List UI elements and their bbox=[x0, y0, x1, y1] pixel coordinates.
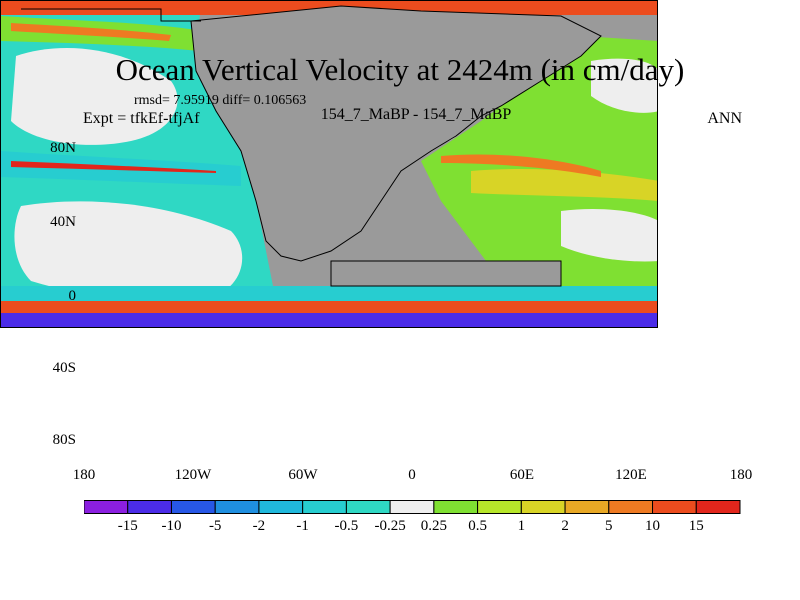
lon-label: 120E bbox=[615, 467, 647, 483]
colorbar-swatch bbox=[83, 500, 129, 514]
lon-label: 60W bbox=[288, 467, 318, 483]
southern-ocean-purple bbox=[1, 313, 657, 327]
colorbar-swatch bbox=[170, 500, 216, 514]
colorbar-label: -15 bbox=[117, 518, 138, 534]
colorbar-swatch bbox=[695, 500, 741, 514]
colorbar-label: 5 bbox=[605, 518, 613, 534]
east-pacific-orange bbox=[441, 154, 601, 177]
colorbar-label: 10 bbox=[645, 518, 661, 534]
colorbar-label: -5 bbox=[208, 518, 222, 534]
colorbar-label: 0.25 bbox=[420, 518, 447, 534]
colorbar-swatch bbox=[127, 500, 172, 514]
lat-label: 80N bbox=[50, 140, 76, 156]
colorbar-swatch bbox=[433, 500, 479, 514]
lat-label: 0 bbox=[68, 288, 77, 304]
colorbar-swatch bbox=[345, 500, 391, 514]
lon-label: 0 bbox=[408, 467, 416, 483]
lon-label: 180 bbox=[729, 467, 753, 483]
lon-label: 60E bbox=[509, 467, 535, 483]
land-south-polar bbox=[330, 260, 562, 287]
coastline-north bbox=[21, 8, 201, 22]
season-label: ANN bbox=[707, 110, 742, 127]
colorbar-label: 1 bbox=[517, 518, 526, 534]
south-pacific-weak bbox=[14, 201, 243, 303]
equatorial-red-streak bbox=[11, 161, 216, 173]
southern-ocean-red bbox=[1, 301, 657, 313]
colorbar-swatch bbox=[214, 500, 260, 514]
colorbar-label: -0.5 bbox=[334, 518, 359, 534]
lat-label: 40N bbox=[50, 214, 76, 230]
velocity-field-map bbox=[1, 1, 657, 327]
colorbar-swatch bbox=[389, 500, 435, 514]
case-names: 154_7_MaBP - 154_7_MaBP bbox=[320, 106, 512, 123]
subarctic-orange bbox=[11, 23, 171, 41]
colorbar-label: -10 bbox=[161, 518, 182, 534]
experiment-label: Expt = tfkEf-tfjAf bbox=[83, 110, 200, 127]
colorbar-swatch bbox=[258, 500, 304, 514]
colorbar-swatch bbox=[564, 500, 610, 514]
lat-label: 80S bbox=[52, 432, 76, 448]
colorbar-label: -0.25 bbox=[374, 518, 406, 534]
map-panel bbox=[0, 0, 658, 328]
land-mass bbox=[190, 5, 602, 262]
lon-label: 120W bbox=[174, 467, 212, 483]
plot-title: Ocean Vertical Velocity at 2424m (in cm/… bbox=[115, 52, 685, 87]
colorbar-label: 0.5 bbox=[468, 518, 487, 534]
colorbar-swatch bbox=[520, 500, 566, 514]
colorbar-swatches bbox=[83, 500, 741, 514]
east-pacific-yellow bbox=[471, 169, 657, 201]
colorbar bbox=[83, 500, 741, 519]
colorbar-label: -1 bbox=[296, 518, 309, 534]
colorbar-swatch bbox=[302, 500, 347, 514]
colorbar-swatch bbox=[652, 500, 697, 514]
lon-label: 180 bbox=[72, 467, 96, 483]
rmsd-diff-stats: rmsd= 7.95919 diff= 0.106563 bbox=[134, 93, 307, 108]
east-north-weak bbox=[591, 58, 657, 113]
colorbar-swatch bbox=[608, 500, 654, 514]
colorbar-swatch bbox=[477, 500, 522, 514]
colorbar-label: 2 bbox=[561, 518, 569, 534]
colorbar-label: -2 bbox=[252, 518, 266, 534]
north-pacific-weak bbox=[11, 48, 178, 145]
east-south-weak bbox=[561, 209, 657, 262]
colorbar-label: 15 bbox=[688, 518, 704, 534]
lat-label: 40S bbox=[52, 360, 76, 376]
